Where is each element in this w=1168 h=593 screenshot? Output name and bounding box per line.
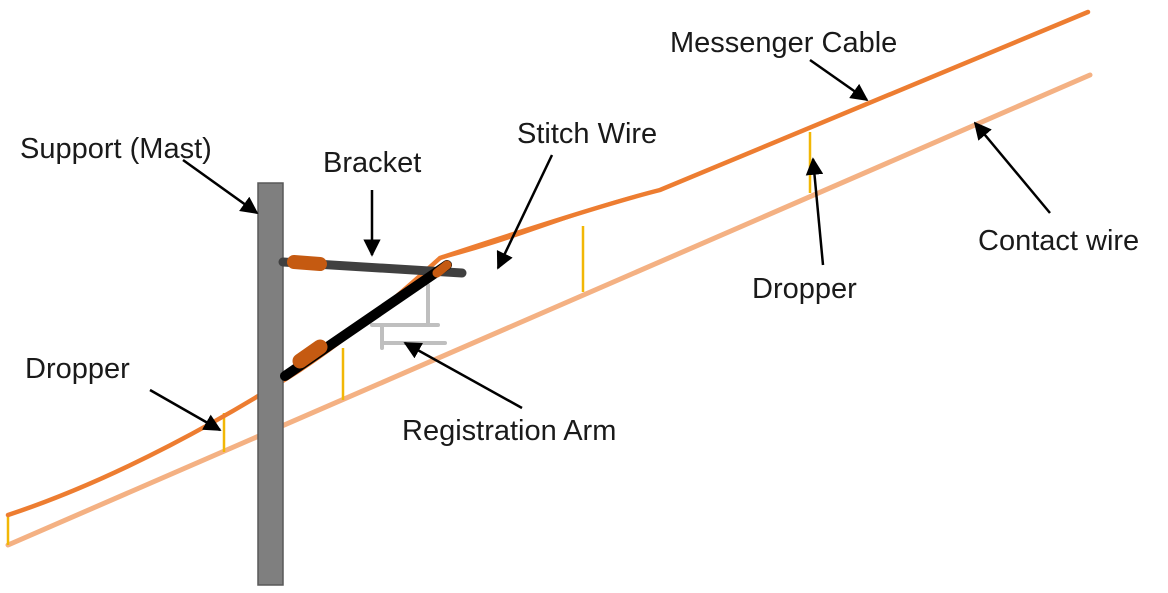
- strut-insulator: [292, 339, 328, 369]
- label-stitch-wire: Stitch Wire: [517, 118, 657, 150]
- label-dropper-right: Dropper: [752, 273, 857, 305]
- label-support-mast: Support (Mast): [20, 133, 212, 165]
- support-mast: [257, 182, 284, 586]
- arrow-dropper-right: [805, 157, 825, 266]
- label-contact-wire: Contact wire: [978, 225, 1139, 257]
- droppers: [6, 132, 812, 545]
- bracket-insulator: [287, 255, 327, 271]
- arrow-contact-wire: [973, 121, 1051, 214]
- leader-arrows: [149, 58, 1051, 432]
- arrow-messenger-cable: [809, 58, 869, 102]
- arrow-registration-arm: [403, 341, 523, 410]
- arrow-dropper-left: [149, 388, 222, 432]
- arrow-support-mast: [182, 158, 259, 215]
- strut-end-insulator: [432, 260, 452, 278]
- contact-wire: [5, 72, 1093, 548]
- arrow-stitch-wire: [496, 154, 554, 270]
- label-messenger-cable: Messenger Cable: [670, 27, 897, 59]
- label-dropper-left: Dropper: [25, 353, 130, 385]
- label-registration-arm: Registration Arm: [402, 415, 616, 447]
- stitch-wire: [438, 188, 662, 260]
- label-bracket: Bracket: [323, 147, 421, 179]
